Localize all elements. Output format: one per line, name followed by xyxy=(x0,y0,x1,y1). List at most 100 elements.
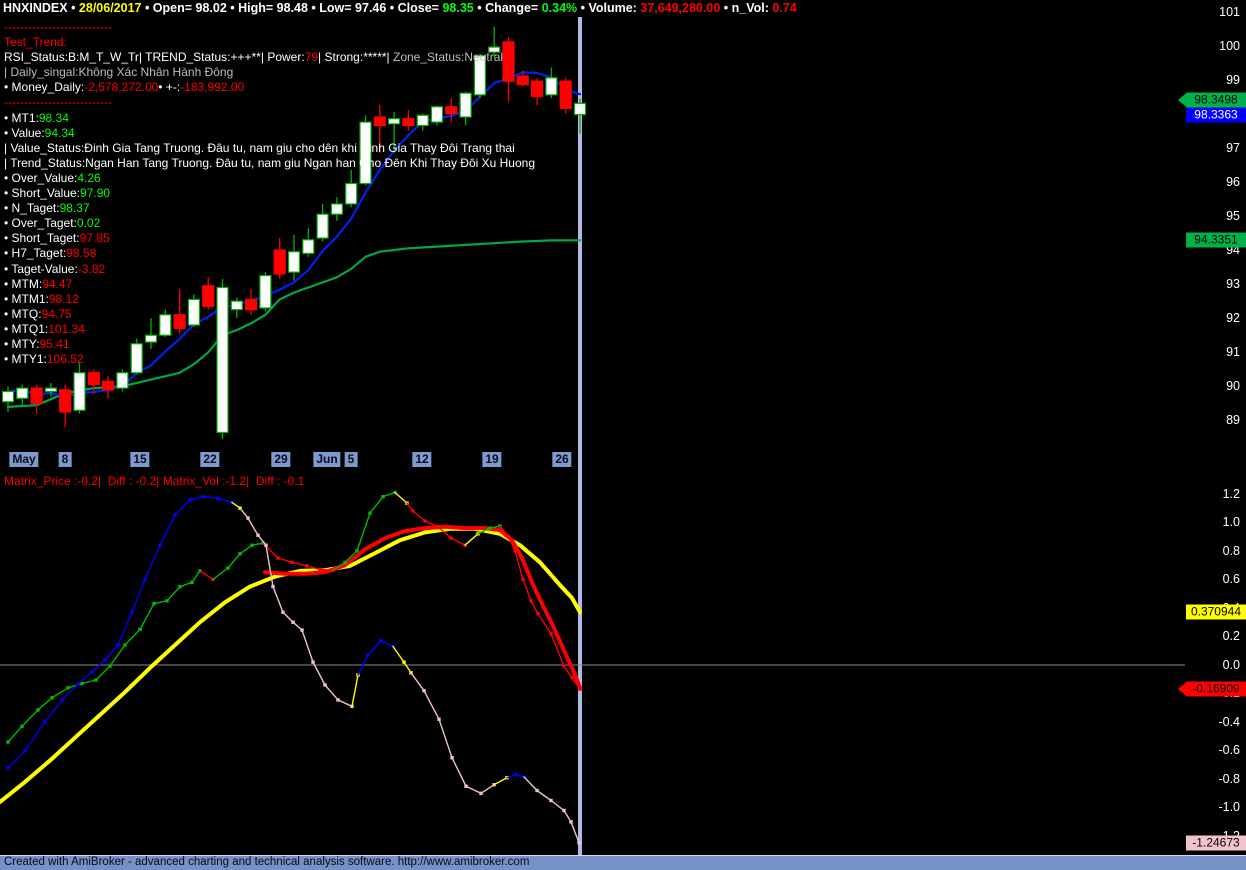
overlay-segment: • MTQ: xyxy=(4,306,42,321)
ticker-header-segment: 98.35 xyxy=(442,1,474,15)
ticker-header-segment: • xyxy=(67,1,79,15)
axis-tick-label: 99 xyxy=(1226,73,1240,87)
overlay-segment: | Strong:*****| xyxy=(318,50,393,65)
overlay-line: • Short_Taget:97.85 xyxy=(4,231,535,246)
overlay-segment: • Over_Value: xyxy=(4,170,78,185)
statusbar-text: Created with AmiBroker - advanced charti… xyxy=(4,856,530,868)
overlay-line: • MT1:98.34 xyxy=(4,111,535,126)
overlay-segment: • Over_Taget: xyxy=(4,216,77,231)
overlay-segment: --------------------------- xyxy=(4,95,112,110)
overlay-segment: • MT1: xyxy=(4,110,39,125)
date-tick-label: May xyxy=(9,452,39,467)
ticker-header-segment: • Change= xyxy=(473,1,542,15)
overlay-segment: 98.37 xyxy=(59,201,90,216)
date-tick-label: 29 xyxy=(271,452,291,467)
overlay-segment: 94.47 xyxy=(42,276,73,291)
overlay-segment: 98.12 xyxy=(48,291,79,306)
overlay-segment: • MTY1: xyxy=(4,352,47,367)
axis-tick-label: 96 xyxy=(1226,175,1240,189)
overlay-segment: 101.34 xyxy=(48,321,85,336)
overlay-line: • N_Taget:98.37 xyxy=(4,201,535,216)
ticker-header-segment: • n_Vol: xyxy=(720,1,773,15)
overlay-segment: | Daily_singal:Không Xác Nhân Hành Đông xyxy=(4,65,234,80)
overlay-segment: • H7_Taget: xyxy=(4,246,67,261)
overlay-line: | Value_Status:Đinh Gia Tang Truong. Đâu… xyxy=(4,141,535,156)
overlay-segment: • Short_Value: xyxy=(4,186,81,201)
overlay-segment: • MTM1: xyxy=(4,291,49,306)
overlay-segment: • +-: xyxy=(158,80,181,95)
axis-tick-label: 93 xyxy=(1226,277,1240,291)
overlay-line: • MTQ:94.75 xyxy=(4,307,535,322)
ticker-header-segment: 0.74 xyxy=(772,1,797,15)
overlay-line: • H7_Taget:98.58 xyxy=(4,246,535,261)
indicator-text-overlay: --------------------------- Test_Trend: RS… xyxy=(4,20,535,367)
overlay-line: • Value:94.34 xyxy=(4,126,535,141)
overlay-segment: Zone_Status:Neutral xyxy=(393,50,504,65)
overlay-line: • MTY1:106.52 xyxy=(4,352,535,367)
axis-tick-label: 1.2 xyxy=(1222,487,1240,501)
overlay-segment: • N_Taget: xyxy=(4,201,60,216)
overlay-line: • Over_Value:4.26 xyxy=(4,171,535,186)
axis-tick-label: 89 xyxy=(1226,413,1240,427)
ticker-header-segment: 37,649,280.00 xyxy=(640,1,721,15)
overlay-segment: RSI_Status:B:M_T_W_Tr| TREND_Status:+++*… xyxy=(4,50,305,65)
ticker-header-segment: 0.34% xyxy=(541,1,578,15)
overlay-line: • Over_Taget:0.02 xyxy=(4,216,535,231)
overlay-segment: -3.82 xyxy=(77,261,106,276)
overlay-segment: 94.34 xyxy=(44,125,75,140)
overlay-segment: • Taget-Value: xyxy=(4,261,78,276)
overlay-segment: Test_Trend: xyxy=(4,35,67,50)
overlay-segment: 94.75 xyxy=(41,306,72,321)
overlay-segment: • Short_Taget: xyxy=(4,231,80,246)
value-tag: -0.16909 xyxy=(1178,681,1246,697)
value-tag: -1.24673 xyxy=(1186,835,1246,851)
overlay-line: • MTY:95.41 xyxy=(4,337,535,352)
date-tick-label: 19 xyxy=(482,452,502,467)
axis-tick-label: 101 xyxy=(1219,5,1240,19)
date-tick-label: 15 xyxy=(130,452,150,467)
ticker-header-segment: HNXINDEX xyxy=(3,1,68,15)
overlay-segment: 79 xyxy=(304,50,319,65)
overlay-segment: 4.26 xyxy=(77,170,101,185)
overlay-line: | Daily_singal:Không Xác Nhân Hành Đông xyxy=(4,65,535,80)
axis-tick-label: -0.6 xyxy=(1218,743,1240,757)
overlay-segment: • Money_Daily: xyxy=(4,80,85,95)
overlay-line: • Taget-Value:-3.82 xyxy=(4,262,535,277)
value-tag: 0.370944 xyxy=(1185,604,1246,620)
ticker-header: HNXINDEX • 28/06/2017 • Open= 98.02 • Hi… xyxy=(3,0,797,16)
overlay-line: • MTQ1:101.34 xyxy=(4,322,535,337)
value-tag: 94.3351 xyxy=(1186,232,1246,248)
overlay-segment: -2,578,272.00 xyxy=(84,80,159,95)
date-tick-label: 22 xyxy=(200,452,220,467)
overlay-line: • MTM:94.47 xyxy=(4,277,535,292)
overlay-segment: 98.58 xyxy=(66,246,97,261)
overlay-line: • Short_Value:97.90 xyxy=(4,186,535,201)
overlay-segment: 97.85 xyxy=(79,231,110,246)
axis-tick-label: 0.0 xyxy=(1222,658,1240,672)
ticker-header-segment: • Volume: xyxy=(577,1,641,15)
overlay-segment: 106.52 xyxy=(46,352,84,367)
axis-tick-label: 92 xyxy=(1226,311,1240,325)
axis-tick-label: 91 xyxy=(1226,345,1240,359)
overlay-segment: --------------------------- xyxy=(4,20,112,34)
date-tick-label: 5 xyxy=(344,452,358,467)
overlay-segment: • MTM: xyxy=(4,276,43,291)
overlay-segment: 97.90 xyxy=(80,186,111,201)
overlay-segment: | Value_Status:Đinh Gia Tang Truong. Đâu… xyxy=(4,140,515,155)
axis-tick-label: 90 xyxy=(1226,379,1240,393)
overlay-line: • Money_Daily:-2,578,272.00• +-:-183,992… xyxy=(4,80,535,95)
value-tag: 98.3498 xyxy=(1178,92,1246,108)
overlay-segment: 0.02 xyxy=(76,216,101,231)
overlay-line: RSI_Status:B:M_T_W_Tr| TREND_Status:+++*… xyxy=(4,50,535,65)
cursor-line xyxy=(578,17,582,855)
overlay-segment: 95.41 xyxy=(39,336,70,351)
axis-tick-label: -0.8 xyxy=(1218,772,1240,786)
axis-tick-label: 0.8 xyxy=(1222,544,1240,558)
lower-pane-params: Matrix_Price :-0.2| Diff : -0.2| Matrix_… xyxy=(4,474,305,488)
date-axis[interactable]: May 8 15 22 29 Jun 5 12 19 26 xyxy=(0,452,1185,470)
axis-tick-label: 97 xyxy=(1226,141,1240,155)
overlay-line: Test_Trend: xyxy=(4,35,535,50)
overlay-line: --------------------------- xyxy=(4,20,535,35)
overlay-segment: -183,992.00 xyxy=(180,80,245,95)
